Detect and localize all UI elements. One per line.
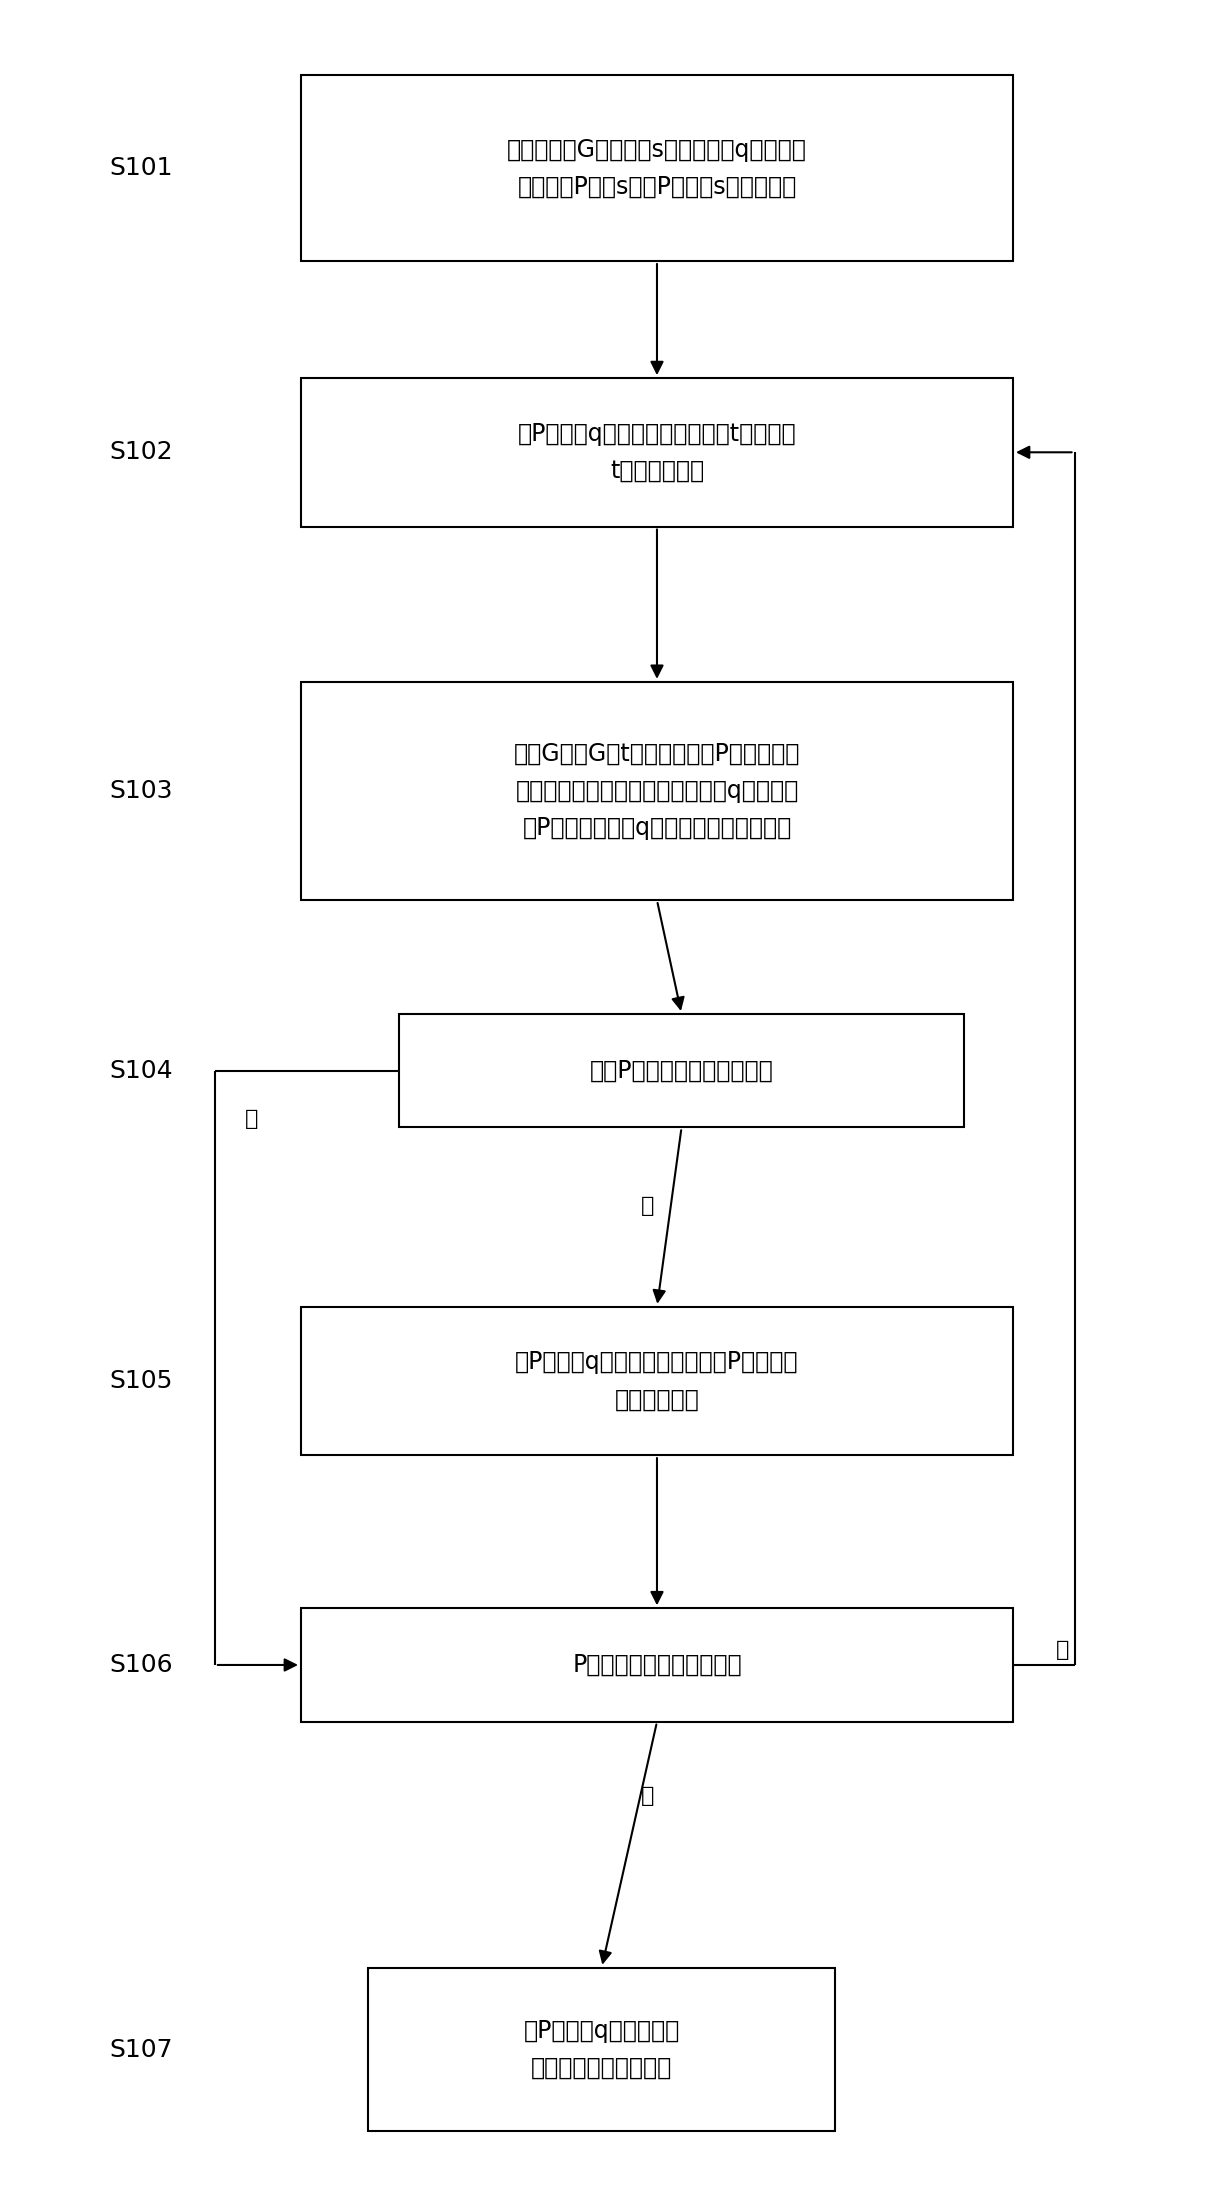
- Text: S105: S105: [109, 1370, 173, 1392]
- Text: S102: S102: [109, 441, 173, 463]
- Text: S104: S104: [109, 1060, 173, 1082]
- Text: S106: S106: [109, 1654, 173, 1676]
- Text: 点集P的大小是否大于指定值: 点集P的大小是否大于指定值: [589, 1060, 774, 1082]
- Bar: [368, 1966, 835, 2133]
- Text: 将P中距离q较远的点删除，保证P的大小不
大于给定值。: 将P中距离q较远的点删除，保证P的大小不 大于给定值。: [516, 1350, 798, 1412]
- Text: S107: S107: [109, 2039, 173, 2060]
- Text: P中的点是否都为已访问点: P中的点是否都为已访问点: [572, 1654, 742, 1676]
- Bar: [301, 682, 1013, 900]
- Text: 将P中距离q最近的点作为考察点t，并标记
t为已访问点。: 将P中距离q最近的点作为考察点t，并标记 t为已访问点。: [518, 422, 796, 483]
- Bar: [301, 378, 1013, 527]
- Text: 将P中距离q最近的指定
个数的点最为结果输出: 将P中距离q最近的指定 个数的点最为结果输出: [523, 2019, 680, 2080]
- Text: 是: 是: [641, 1785, 653, 1807]
- Text: 否: 否: [1056, 1639, 1070, 1661]
- Bar: [301, 1608, 1013, 1722]
- Text: 输入图结构G，初始点s，待检索点q，建立空
候选点集P，将s加入P，标记s为未访问。: 输入图结构G，初始点s，待检索点q，建立空 候选点集P，将s加入P，标记s为未访…: [507, 138, 807, 199]
- Text: 查询G，将G中t的邻居点加入P，并全部标
记为未访问点。计算新加入点与点q的距离，
将P中的点按到点q的距离从小到大排序。: 查询G，将G中t的邻居点加入P，并全部标 记为未访问点。计算新加入点与点q的距离…: [513, 741, 801, 841]
- Text: 否: 否: [246, 1108, 258, 1130]
- Text: S101: S101: [109, 157, 173, 179]
- Bar: [301, 74, 1013, 260]
- Text: 是: 是: [641, 1195, 653, 1217]
- Text: S103: S103: [109, 780, 173, 802]
- Bar: [301, 1307, 1013, 1455]
- Bar: [399, 1014, 964, 1127]
